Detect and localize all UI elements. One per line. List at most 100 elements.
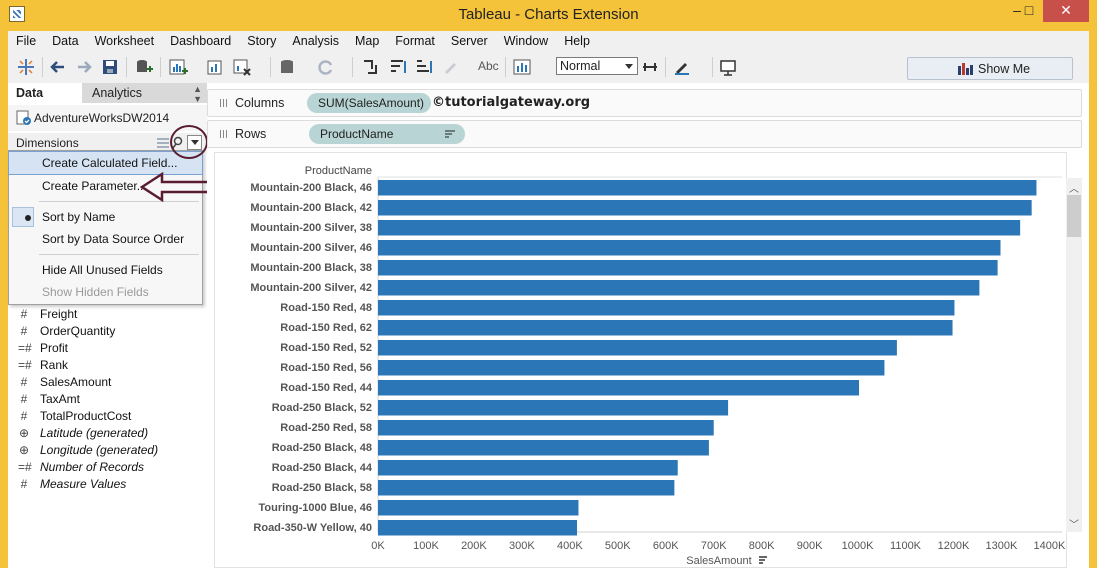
save-icon[interactable] [100,57,120,77]
toolbar-separator [352,57,353,77]
maximize-button[interactable]: □ [1024,2,1034,18]
shelf-grip-icon [220,99,228,107]
format-pen-icon[interactable] [672,57,692,77]
rows-shelf[interactable]: Rows ProductName [207,120,1082,148]
menu-window[interactable]: Window [503,34,549,48]
redo-icon[interactable] [74,57,94,77]
x-tick-label: 1100K [890,540,922,552]
x-tick-label: 500K [605,540,631,552]
swap-rows-columns-icon[interactable] [360,57,380,77]
menu-help[interactable]: Help [564,34,590,48]
measure-icon: # [20,392,28,406]
field-item[interactable]: # TaxAmt [8,391,207,408]
category-label: Mountain-200 Black, 42 [250,202,372,214]
menu-item-label: Show Hidden Fields [42,285,149,299]
menu-story[interactable]: Story [247,34,277,48]
watermark: ©tutorialgateway.org [432,95,591,110]
tableau-logo-icon[interactable] [16,57,36,77]
category-label: Road-150 Red, 52 [280,342,372,354]
bar [378,280,980,296]
category-label: Touring-1000 Blue, 46 [259,502,373,514]
scrollbar-thumb[interactable] [1067,195,1081,237]
calculated-measure-icon: =# [18,358,32,372]
category-label: Mountain-200 Silver, 46 [250,242,372,254]
menu-dashboard[interactable]: Dashboard [170,34,232,48]
columns-pill[interactable]: SUM(SalesAmount) [307,93,431,113]
radio-dot-icon [25,215,31,221]
tab-analytics[interactable]: Analytics ▲ ▼ [82,83,207,104]
menu-item-sort-by-data-source-order[interactable]: Sort by Data Source Order [9,228,202,250]
minimize-button[interactable]: – [1013,2,1021,18]
fit-select[interactable]: Normal [556,57,638,75]
menu-server[interactable]: Server [450,34,488,48]
field-label: SalesAmount [40,375,112,389]
menu-item-hide-all-unused-fields[interactable]: Hide All Unused Fields [9,259,202,281]
new-data-source-icon[interactable] [134,57,154,77]
menu-item-create-parameter[interactable]: Create Parameter... [9,175,202,197]
x-tick-label: 100K [413,540,439,552]
bar [378,360,885,376]
close-button[interactable]: ✕ [1043,0,1089,22]
columns-shelf[interactable]: Columns SUM(SalesAmount) [207,89,1082,117]
presentation-mode-icon[interactable] [718,57,738,77]
measure-icon: # [20,477,28,491]
calculated-measure-icon: =# [18,460,32,474]
bar [378,380,860,396]
bar [378,320,953,336]
field-item[interactable]: ⊕ Latitude (generated) [8,425,207,442]
scroll-down-icon[interactable]: ﹀ [1069,520,1079,531]
field-item[interactable]: =# Rank [8,357,207,374]
menu-item-sort-by-name[interactable]: Sort by Name [9,206,202,228]
sort-icon [759,559,765,561]
rows-shelf-label: Rows [235,127,267,141]
menu-file[interactable]: File [16,34,37,48]
highlight-icon[interactable] [440,57,460,77]
sort-descending-icon[interactable] [414,57,434,77]
field-label: Freight [40,307,78,321]
undo-icon[interactable] [48,57,68,77]
bar [378,420,714,436]
toolbar-separator [665,57,666,77]
field-item[interactable]: # TotalProductCost [8,408,207,425]
menu-item-label: Create Calculated Field... [42,156,178,170]
bar [378,440,709,456]
x-tick-label: 1000K [842,540,874,552]
collapse-arrows-icon[interactable]: ▲ ▼ [193,84,202,104]
show-mark-labels-button[interactable]: Abc [478,59,499,73]
x-tick-label: 300K [509,540,535,552]
field-item[interactable]: ⊕ Longitude (generated) [8,442,207,459]
menu-worksheet[interactable]: Worksheet [94,34,155,48]
field-item[interactable]: # OrderQuantity [8,323,207,340]
menu-item-create-calculated-field[interactable]: Create Calculated Field... [8,151,203,175]
rows-pill[interactable]: ProductName [309,124,465,144]
field-item[interactable]: # SalesAmount [8,374,207,391]
menu-analysis[interactable]: Analysis [292,34,339,48]
vertical-scrollbar[interactable] [1066,178,1082,532]
x-tick-label: 400K [557,540,583,552]
menu-format[interactable]: Format [395,34,435,48]
field-item[interactable]: =# Number of Records [8,459,207,476]
pause-updates-icon[interactable] [278,57,298,77]
sort-ascending-icon[interactable] [388,57,408,77]
clear-sheet-icon[interactable] [232,57,252,77]
field-item[interactable]: # Freight [8,306,207,323]
duplicate-sheet-icon[interactable] [204,57,224,77]
field-label: TaxAmt [40,392,81,406]
refresh-icon[interactable] [316,57,336,77]
view-cards-icon[interactable] [512,57,532,77]
new-worksheet-icon[interactable] [168,57,188,77]
menu-data[interactable]: Data [52,34,79,48]
show-me-button[interactable]: Show Me [907,57,1073,80]
field-item[interactable]: # Measure Values [8,476,207,493]
menu-map[interactable]: Map [354,34,380,48]
menu-item-label: Hide All Unused Fields [42,263,163,277]
sort-indicator-icon [445,130,455,138]
tab-data[interactable]: Data [8,83,82,103]
scroll-up-icon[interactable]: ︿ [1069,184,1079,195]
bar [378,200,1032,216]
view-list-icon[interactable] [157,138,169,148]
measure-icon: # [20,307,28,321]
field-item[interactable]: =# Profit [8,340,207,357]
fix-axes-icon[interactable] [640,57,660,77]
datasource-item[interactable]: AdventureWorksDW2014 [8,105,207,131]
